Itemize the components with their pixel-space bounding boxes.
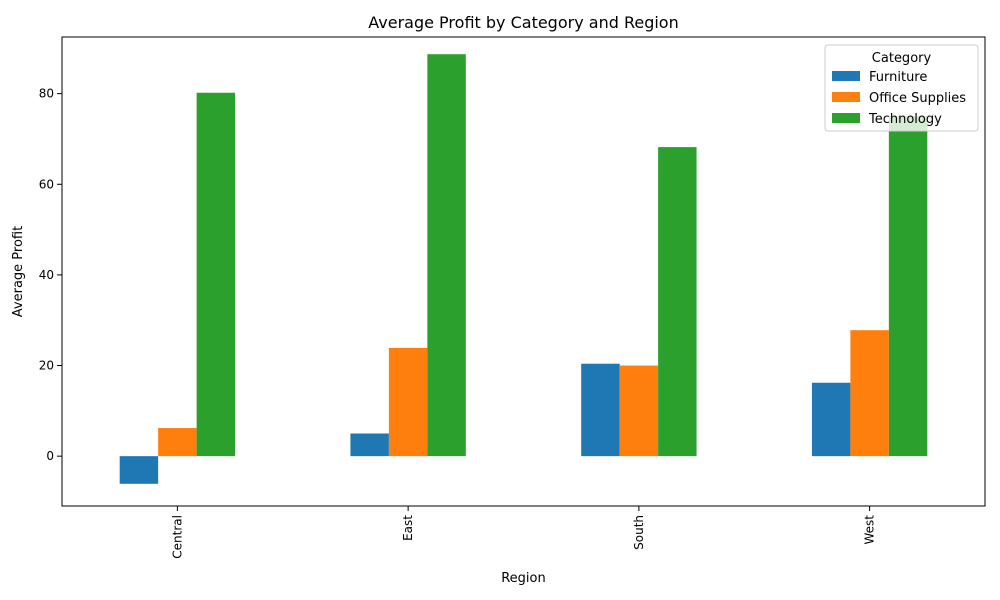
x-tick-label: West — [863, 515, 877, 545]
x-axis: Central East South West — [170, 506, 877, 559]
plot-area: 0 20 40 60 80 Central East South West — [39, 36, 986, 559]
x-tick-label: East — [401, 515, 415, 541]
y-tick-label: 40 — [39, 268, 54, 282]
y-tick-label: 80 — [39, 87, 54, 101]
legend-label: Office Supplies — [869, 91, 966, 106]
chart-title: Average Profit by Category and Region — [368, 13, 678, 32]
bar-office-supplies-south — [619, 365, 659, 457]
bar-office-supplies-west — [850, 330, 889, 457]
y-tick-label: 60 — [39, 177, 54, 191]
legend-swatch — [832, 71, 860, 81]
x-tick-label: South — [632, 515, 646, 550]
y-tick-label: 20 — [39, 359, 54, 373]
bar-technology-west — [888, 116, 928, 457]
bar-technology-east — [427, 54, 466, 457]
legend-title: Category — [872, 51, 932, 66]
legend-swatch — [832, 92, 860, 102]
bar-furniture-west — [811, 382, 851, 457]
legend-label: Furniture — [869, 70, 927, 85]
x-tick-label: Central — [170, 515, 184, 559]
bars-group — [119, 54, 928, 484]
y-axis: 0 20 40 60 80 — [39, 87, 62, 463]
bar-office-supplies-east — [388, 347, 428, 457]
bar-furniture-south — [581, 363, 620, 457]
legend-label: Technology — [868, 112, 942, 127]
bar-furniture-east — [350, 433, 389, 457]
y-tick-label: 0 — [46, 449, 54, 463]
plot-frame — [61, 36, 986, 507]
legend-swatch — [832, 113, 860, 123]
legend-box — [824, 44, 979, 132]
x-axis-label: Region — [501, 571, 546, 586]
y-axis-label: Average Profit — [11, 226, 26, 317]
bar-technology-central — [196, 92, 236, 457]
bar-technology-south — [658, 147, 697, 457]
bar-furniture-central — [119, 456, 159, 484]
bar-office-supplies-central — [158, 428, 197, 457]
legend: Category Furniture Office Supplies Technol… — [824, 44, 979, 132]
